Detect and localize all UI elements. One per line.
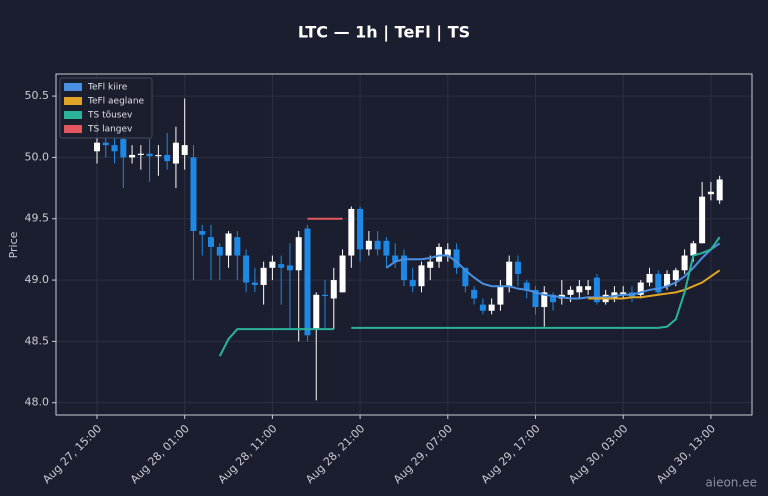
candle-body bbox=[593, 277, 600, 303]
candle-body bbox=[646, 273, 653, 283]
candle-body bbox=[225, 233, 232, 256]
candle-body bbox=[497, 286, 504, 305]
candle-body bbox=[576, 286, 583, 293]
candle-body bbox=[348, 208, 355, 256]
candle-body bbox=[532, 289, 539, 308]
candle-body bbox=[295, 237, 302, 271]
legend-swatch bbox=[64, 125, 82, 133]
candle-body bbox=[655, 273, 662, 293]
candle-body bbox=[129, 154, 136, 158]
y-tick-label: 48.5 bbox=[25, 334, 50, 347]
x-tick-label: Aug 27, 15:00 bbox=[40, 422, 104, 486]
candle-body bbox=[699, 196, 706, 244]
candle-body bbox=[172, 142, 179, 164]
candle-body bbox=[418, 265, 425, 287]
candle-body bbox=[620, 292, 627, 295]
candle-body bbox=[479, 304, 486, 311]
candle-body bbox=[208, 237, 215, 247]
candle-body bbox=[164, 154, 171, 162]
candle-body bbox=[313, 294, 320, 330]
candle-body bbox=[681, 255, 688, 271]
x-tick-label: Aug 28, 01:00 bbox=[128, 422, 192, 486]
candle-body bbox=[523, 282, 530, 290]
y-tick-label: 49.0 bbox=[25, 273, 50, 286]
candle-body bbox=[506, 261, 513, 287]
candle-body bbox=[471, 289, 478, 299]
candle-body bbox=[664, 273, 671, 287]
candle-body bbox=[514, 261, 521, 274]
candle-body bbox=[120, 139, 127, 158]
candle-body bbox=[199, 231, 206, 235]
y-tick-label: 49.5 bbox=[25, 212, 50, 225]
indicator-line bbox=[588, 269, 721, 300]
legend-label: TS tõusev bbox=[87, 111, 133, 121]
candle-body bbox=[251, 282, 258, 285]
plot-frame bbox=[55, 73, 753, 416]
candle-body bbox=[550, 294, 557, 303]
legend-label: TeFl aeglane bbox=[87, 97, 145, 107]
candle-body bbox=[716, 179, 723, 201]
candle-body bbox=[462, 267, 469, 287]
candle-body bbox=[322, 294, 329, 297]
y-axis-label: Price bbox=[7, 231, 20, 258]
candle-body bbox=[111, 145, 118, 152]
candle-body bbox=[541, 292, 548, 308]
candle-body bbox=[436, 246, 443, 262]
candle-body bbox=[672, 270, 679, 281]
candle-body bbox=[585, 286, 592, 290]
candle-body bbox=[304, 228, 311, 336]
y-tick-label: 48.0 bbox=[25, 396, 50, 409]
candle-body bbox=[102, 142, 109, 146]
candle-body bbox=[260, 267, 267, 285]
candle-body bbox=[137, 153, 144, 155]
candle-body bbox=[427, 261, 434, 268]
y-tick-label: 50.0 bbox=[25, 150, 50, 163]
candle-body bbox=[409, 280, 416, 287]
candle-body bbox=[94, 142, 100, 152]
candle-body bbox=[488, 304, 495, 311]
candle-body bbox=[637, 282, 644, 295]
candle-body bbox=[155, 154, 162, 157]
legend-label: TeFl kiire bbox=[87, 83, 128, 93]
candle-body bbox=[339, 255, 346, 293]
candle-body bbox=[374, 240, 381, 250]
candle-body bbox=[181, 145, 188, 155]
x-tick-label: Aug 30, 03:00 bbox=[566, 422, 630, 486]
candle-body bbox=[146, 153, 153, 157]
chart-title: LTC — 1h | TeFl | TS bbox=[298, 23, 470, 43]
candle-body bbox=[707, 191, 714, 195]
candle-body bbox=[400, 255, 407, 281]
candle-body bbox=[690, 243, 697, 256]
legend-label: TS langev bbox=[87, 125, 133, 135]
y-tick-label: 50.5 bbox=[25, 89, 50, 102]
legend-swatch bbox=[64, 83, 82, 91]
candle-body bbox=[278, 264, 285, 268]
candle-body bbox=[216, 246, 223, 256]
candle-body bbox=[567, 289, 574, 295]
candle-body bbox=[243, 255, 250, 283]
candle-body bbox=[365, 240, 372, 250]
candle-body bbox=[269, 261, 276, 268]
legend: TeFl kiire TeFl aeglane TS tõusev TS langev bbox=[59, 77, 153, 139]
candle-body bbox=[357, 208, 364, 250]
candle-body bbox=[190, 157, 197, 232]
x-tick-label: Aug 29, 07:00 bbox=[391, 422, 455, 486]
indicator-line bbox=[385, 242, 721, 300]
legend-swatch bbox=[64, 111, 82, 119]
x-tick-label: Aug 28, 21:00 bbox=[303, 422, 367, 486]
candle-body bbox=[234, 237, 241, 256]
x-tick-label: Aug 28, 11:00 bbox=[216, 422, 280, 486]
watermark: aieon.ee bbox=[705, 476, 757, 490]
legend-box bbox=[59, 77, 153, 139]
candle-body bbox=[383, 240, 390, 256]
candle-body bbox=[444, 249, 451, 256]
indicator-line bbox=[218, 236, 721, 357]
candle-body bbox=[392, 255, 399, 262]
candle-body bbox=[453, 249, 460, 268]
x-tick-label: Aug 29, 17:00 bbox=[479, 422, 543, 486]
candle-body bbox=[330, 280, 337, 299]
legend-swatch bbox=[64, 97, 82, 105]
candle-body bbox=[286, 265, 293, 271]
